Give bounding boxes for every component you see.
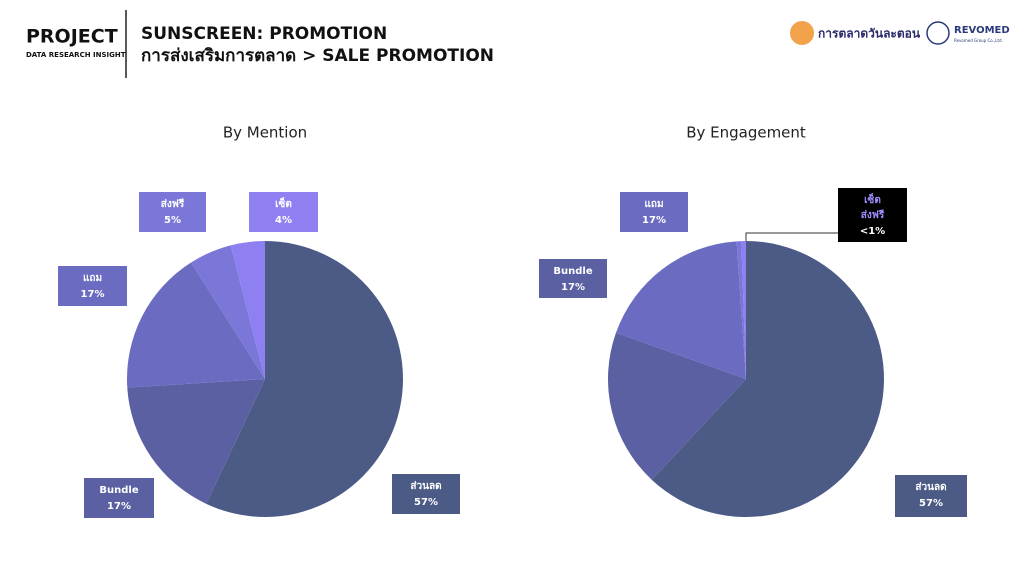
pie-slice <box>736 241 746 379</box>
label-box <box>838 188 907 242</box>
category-label: Bundle <box>553 266 592 277</box>
chart-title: By Mention <box>223 124 307 142</box>
value-label: 4% <box>275 215 292 226</box>
pie-slice <box>127 379 265 504</box>
label-box <box>539 259 607 298</box>
subtitle: การส่งเสริมการตลาด > SALE PROMOTION <box>141 46 494 66</box>
category-label: แถม <box>83 273 102 284</box>
label-box <box>620 192 688 232</box>
pie-slice <box>126 262 265 388</box>
logo1: การตลาดวันละตอน <box>818 27 921 41</box>
value-label: 17% <box>107 501 131 512</box>
logo2-sub: Revomed Group Co.,Ltd. <box>954 38 1003 43</box>
category-label: แถม <box>644 199 663 210</box>
brand: PROJECT <box>26 26 118 48</box>
category-label: ส่วนลด <box>410 480 441 492</box>
brand-sub: DATA RESEARCH INSIGHT <box>26 51 126 59</box>
label-box <box>84 478 154 518</box>
pie-slice <box>191 245 265 379</box>
label-box <box>392 474 460 514</box>
leader-line <box>745 232 838 241</box>
value-label: 17% <box>642 215 666 226</box>
title: SUNSCREEN: PROMOTION <box>141 24 387 44</box>
label-box <box>58 266 127 306</box>
category-label: ส่งฟรี <box>861 209 885 221</box>
pie-slice <box>741 241 746 379</box>
pie-slice <box>615 241 746 379</box>
pie-slice <box>608 332 746 480</box>
value-label: 57% <box>414 497 438 508</box>
value-label: 57% <box>919 498 943 509</box>
value-label: 17% <box>81 289 105 300</box>
pie-slice <box>230 241 265 379</box>
category-label: เซ็ต <box>275 196 292 210</box>
category-label: ส่วนลด <box>915 481 946 493</box>
value-label: 17% <box>561 282 585 293</box>
value-label: <1% <box>860 226 885 237</box>
label-box <box>895 475 967 517</box>
label-box <box>249 192 318 232</box>
logo1-icon <box>790 21 814 45</box>
pie-slice <box>651 241 885 518</box>
value-label: 5% <box>164 215 181 226</box>
category-label: Bundle <box>99 485 138 496</box>
category-label: ส่งฟรี <box>161 198 185 210</box>
logo2: REVOMED <box>954 25 1010 36</box>
chart-title: By Engagement <box>686 124 806 142</box>
logo2-icon <box>926 21 950 45</box>
pie-slice <box>206 241 404 517</box>
label-box <box>139 192 206 232</box>
category-label: เซ็ต <box>864 192 881 206</box>
